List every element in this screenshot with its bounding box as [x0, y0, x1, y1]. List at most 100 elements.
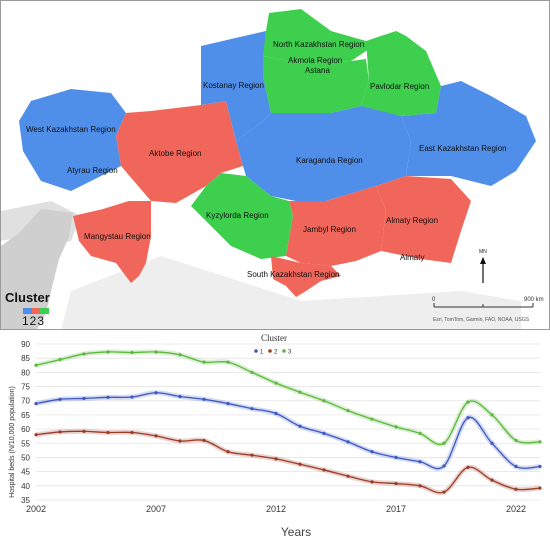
label-astana-city: Astana [305, 66, 330, 75]
caspian-sea [1, 209, 73, 329]
y-axis-label: Hospital beds (N/10,000 population) [9, 386, 16, 498]
series-1-point [466, 416, 470, 420]
north-arrow-icon [480, 257, 486, 264]
series-3-point [274, 381, 278, 385]
series-1-point [298, 424, 302, 428]
kazakhstan-map: North Kazakhstan Region Akmola Region Pa… [1, 9, 536, 329]
series-2-line [35, 430, 541, 494]
series-2-point [346, 474, 350, 478]
x-tick-label: 2007 [146, 504, 166, 514]
scale-start-label: 0 [432, 297, 436, 303]
series-1-point [250, 407, 254, 411]
region-pavlodar [361, 31, 441, 116]
series-3-point [226, 360, 230, 364]
series-3-point [202, 360, 206, 364]
series-2-point [226, 450, 230, 454]
region-aktobe [116, 101, 243, 203]
y-tick-label: 90 [21, 340, 30, 349]
y-tick-label: 80 [21, 368, 30, 377]
series-2-point [130, 430, 134, 435]
series-2-point [442, 490, 446, 494]
region-mangystau [73, 201, 151, 283]
cluster-legend-swatches [23, 308, 50, 314]
series-2-point [82, 429, 86, 433]
series-2-point [370, 480, 374, 484]
series-3-point [538, 440, 542, 444]
legend-label-3: 3 [288, 350, 292, 356]
series-3-point [130, 350, 134, 355]
series-1-point [538, 464, 542, 469]
series-1-point [202, 397, 206, 401]
hospital-beds-chart: 35 40 45 50 55 60 65 70 75 80 85 90 2002 2007 2012 201… [9, 333, 542, 539]
label-jambyl: Jambyl Region [303, 225, 356, 234]
y-tick-label: 50 [21, 453, 30, 462]
series-1-point [418, 460, 422, 464]
series-1-point [442, 464, 446, 468]
x-tick-labels: 2002 2007 2012 2017 2022 [26, 504, 526, 514]
series-3-point [298, 390, 302, 394]
cluster-1-swatch [23, 308, 32, 314]
neighbor-land-south [61, 256, 521, 329]
series-2-point [34, 433, 38, 437]
series-2-point [490, 478, 494, 482]
label-atyrau: Atyrau Region [67, 166, 118, 175]
map-attribution: Esri, TomTom, Garmin, FAO, NOAA, USGS [433, 317, 530, 323]
region-jambyl [286, 186, 386, 266]
series-2-point [106, 430, 110, 435]
chart-grid [36, 343, 540, 501]
y-tick-label: 60 [21, 425, 30, 434]
series-1-line [35, 392, 541, 470]
region-kyzylorda [191, 173, 293, 259]
x-tick-label: 2002 [26, 504, 46, 514]
legend-marker-1 [254, 349, 258, 353]
legend-label-1: 1 [260, 350, 264, 356]
y-tick-label: 70 [21, 397, 30, 406]
region-akmola [263, 56, 369, 113]
series-2-point [202, 438, 206, 443]
series-2-point [538, 486, 542, 490]
series-2-point [418, 484, 422, 488]
series-2-point [514, 487, 518, 491]
series-3-point [58, 358, 62, 362]
series-3-point [442, 441, 446, 445]
label-pavlodar: Pavlodar Region [370, 82, 429, 91]
map-panel: North Kazakhstan Region Akmola Region Pa… [0, 0, 550, 330]
label-aktobe: Aktobe Region [149, 149, 201, 158]
series-3-point [106, 350, 110, 354]
series-2-point [274, 457, 278, 461]
chart-legend: 1 2 3 [254, 349, 292, 356]
region-kostanay [201, 31, 271, 141]
series-1-point [34, 401, 38, 406]
series-1-point [226, 401, 230, 406]
y-tick-labels: 35 40 45 50 55 60 65 70 75 80 85 90 [21, 340, 30, 505]
series-3-point [394, 425, 398, 429]
series-1-point [58, 397, 62, 401]
series-3-point [490, 413, 494, 417]
label-north-kazakhstan: North Kazakhstan Region [273, 40, 364, 49]
series-1-point [154, 391, 158, 395]
cluster-legend-numbers: 123 [22, 314, 46, 328]
series-3-point [346, 409, 350, 413]
series-1-point [490, 441, 494, 445]
x-axis-label: Years [281, 525, 311, 539]
series-1-point [130, 395, 134, 399]
label-west-kazakhstan: West Kazakhstan Region [26, 125, 116, 134]
series-3-point [322, 399, 326, 403]
series-2-point [466, 465, 470, 469]
series-1-point [178, 394, 182, 399]
series-3-line [35, 351, 541, 446]
chart-series [34, 349, 542, 496]
legend-marker-2 [268, 349, 272, 353]
series-1-point [514, 464, 518, 469]
label-karaganda: Karaganda Region [296, 156, 363, 165]
label-mangystau: Mangystau Region [84, 232, 151, 241]
legend-title: Cluster [261, 333, 287, 343]
series-1-point [274, 411, 278, 416]
region-south-kazakhstan [271, 256, 341, 297]
series-2-point [154, 434, 158, 438]
x-tick-label: 2017 [386, 504, 406, 514]
series-3-point [154, 350, 158, 354]
series-3-point [514, 438, 518, 443]
region-west-kazakhstan [19, 89, 126, 191]
y-tick-label: 75 [21, 383, 30, 392]
